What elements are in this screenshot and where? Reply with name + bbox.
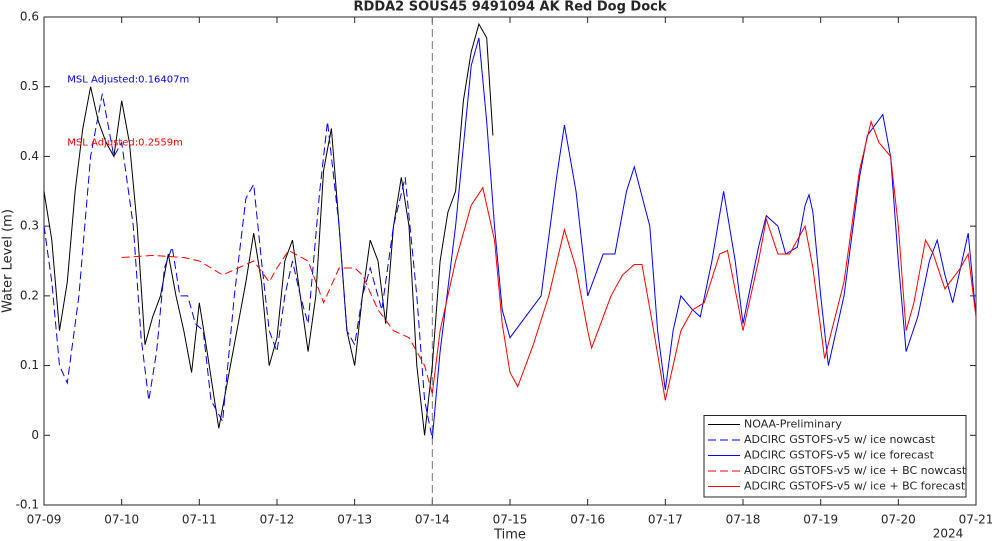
x-tick-label: 07-13	[337, 513, 372, 527]
series-line	[431, 119, 977, 401]
x-tick-label: 07-10	[104, 513, 139, 527]
legend-label: ADCIRC GSTOFS-v5 w/ ice nowcast	[744, 433, 936, 446]
x-tick-label: 07-09	[27, 513, 62, 527]
legend-box	[703, 415, 967, 498]
annotation: MSL Adjusted:0.16407m	[67, 75, 189, 86]
y-tick-label: 0	[31, 428, 39, 442]
series-line	[43, 93, 433, 439]
series-line	[431, 37, 977, 439]
chart-title: RDDA2 SOUS45 9491094 AK Red Dog Dock	[354, 0, 667, 15]
x-axis-label: Time	[493, 528, 526, 541]
y-tick-label: 0.6	[20, 10, 39, 24]
series-line	[43, 22, 494, 436]
y-tick-label: 0.5	[20, 79, 39, 93]
x-tick-label: 07-21	[959, 513, 992, 527]
x-year-label: 2024	[933, 527, 964, 541]
x-tick-label: 07-16	[570, 513, 605, 527]
legend-label: ADCIRC GSTOFS-v5 w/ ice + BC forecast	[744, 480, 966, 493]
y-tick-label: 0.4	[20, 149, 39, 163]
x-tick-label: 07-20	[881, 513, 916, 527]
y-axis-label: Water Level (m)	[1, 209, 16, 313]
x-tick-label: 07-19	[803, 513, 838, 527]
x-tick-label: 07-11	[182, 513, 217, 527]
legend-label: ADCIRC GSTOFS-v5 w/ ice forecast	[744, 449, 935, 462]
y-tick-label: 0.1	[20, 358, 39, 372]
annotation: MSL Adjusted:0.2559m	[67, 137, 183, 148]
x-tick-label: 07-18	[726, 513, 761, 527]
y-tick-label: 0.2	[20, 288, 39, 302]
x-tick-label: 07-15	[493, 513, 528, 527]
x-tick-label: 07-12	[260, 513, 295, 527]
y-tick-label: -0.1	[16, 498, 39, 512]
legend-label: NOAA-Preliminary	[744, 418, 842, 431]
x-tick-label: 07-14	[415, 513, 450, 527]
x-tick-label: 07-17	[648, 513, 683, 527]
legend-label: ADCIRC GSTOFS-v5 w/ ice + BC nowcast	[744, 464, 967, 477]
y-tick-label: 0.3	[20, 219, 39, 233]
